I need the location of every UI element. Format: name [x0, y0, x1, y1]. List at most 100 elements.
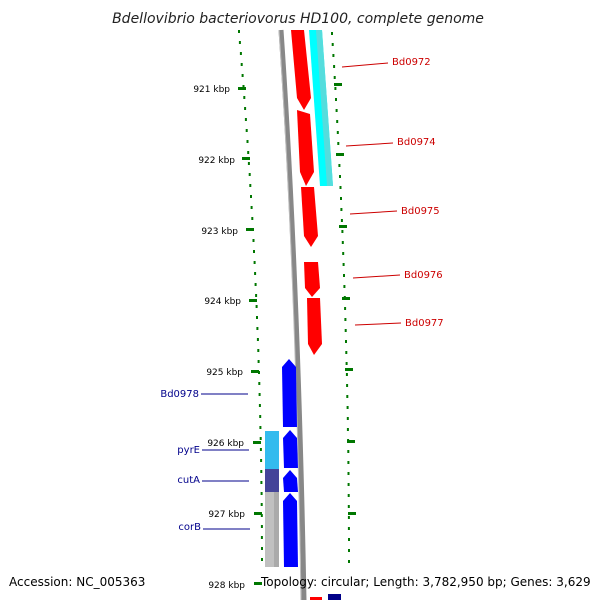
ruler-dot — [254, 272, 257, 275]
forward-gene-labels: Bd0972 Bd0974 Bd0975 Bd0976 Bd0977 — [341, 57, 444, 329]
genome-backbone — [278, 29, 307, 600]
ruler-dot — [260, 492, 263, 495]
forward-cds-arrow — [301, 187, 318, 247]
reverse-cds-arrow — [283, 493, 298, 567]
ruler-dot — [249, 184, 252, 187]
ruler-dot — [250, 195, 252, 198]
ruler-dot — [342, 263, 345, 266]
ruler-dot — [261, 547, 263, 550]
ruler-dot — [246, 140, 249, 143]
ruler-dot — [259, 426, 262, 429]
gene-label[interactable]: corB — [178, 522, 201, 533]
ruler-dot — [344, 307, 347, 310]
accession-text: Accession: NC_005363 — [9, 575, 146, 589]
ruler-dot — [245, 129, 248, 132]
ruler-dot — [348, 538, 350, 541]
ruler-dot — [260, 459, 263, 462]
tick-mark — [253, 441, 261, 444]
tick-mark — [348, 512, 356, 515]
ruler-dot — [345, 362, 348, 365]
ruler-dot — [339, 175, 341, 178]
ruler-dot — [337, 142, 340, 145]
ruler-dot — [259, 448, 262, 451]
ruler-dot — [238, 41, 241, 44]
tick-mark — [342, 297, 350, 300]
ruler-dot — [347, 505, 350, 508]
ruler-dot — [254, 283, 257, 286]
ruler-dot — [331, 32, 333, 35]
gene-label[interactable]: pyrE — [177, 445, 200, 456]
forward-cds-arrow — [310, 597, 322, 600]
gene-label[interactable]: Bd0975 — [401, 206, 440, 217]
ruler-dot — [259, 415, 262, 418]
ruler-dot — [336, 120, 339, 123]
ruler-dot — [347, 450, 350, 453]
ruler-dot — [344, 329, 347, 332]
ruler-dot — [256, 327, 259, 330]
reverse-feature-track — [265, 431, 279, 567]
reverse-cds-arrow — [283, 470, 298, 492]
ruler-dot — [252, 239, 255, 242]
ruler-dot — [335, 109, 338, 112]
ruler-dot — [260, 514, 263, 517]
ruler-dot — [345, 340, 347, 343]
gene-label[interactable]: Bd0972 — [392, 57, 431, 68]
ruler-dot — [256, 338, 259, 341]
tick-mark — [246, 228, 254, 231]
ruler-dot — [247, 162, 250, 165]
ruler-dot — [260, 536, 263, 539]
map-title: Bdellovibrio bacteriovorus HD100, comple… — [112, 11, 484, 27]
ruler-dot — [346, 428, 349, 431]
outer-ruler-ticks — [334, 83, 356, 515]
ruler-dot — [244, 118, 247, 121]
kbp-ticks: 921 kbp 922 kbp 923 kbp 924 kbp 925 kbp … — [193, 85, 262, 591]
ruler-dot — [345, 373, 348, 376]
tick-label: 922 kbp — [198, 156, 235, 166]
topology-text: Topology: circular; Length: 3,782,950 bp… — [261, 575, 591, 589]
ruler-dot — [343, 285, 346, 288]
ruler-dot — [345, 351, 348, 354]
ruler-dot — [348, 549, 350, 552]
ruler-dot — [260, 470, 263, 473]
ruler-dot — [347, 516, 350, 519]
tick-label: 925 kbp — [206, 368, 243, 378]
gene-label[interactable]: Bd0976 — [404, 270, 443, 281]
reverse-cds-arrow — [328, 594, 341, 600]
ruler-dot — [250, 206, 253, 209]
label-leader-line — [349, 210, 398, 215]
ruler-dot — [238, 30, 240, 33]
ruler-dot — [258, 404, 261, 407]
gene-label[interactable]: Bd0978 — [160, 389, 199, 400]
tick-mark — [238, 87, 246, 90]
ruler-dot — [343, 274, 345, 277]
ruler-dot — [243, 96, 246, 99]
ruler-dot — [347, 483, 350, 486]
ruler-dot — [248, 173, 251, 176]
gene-label[interactable]: cutA — [177, 475, 200, 486]
ruler-dot — [342, 252, 345, 255]
ruler-dot — [333, 76, 336, 79]
ruler-dot — [348, 560, 350, 563]
ruler-dot — [239, 52, 242, 55]
ruler-dot — [341, 241, 344, 244]
ruler-dot — [332, 54, 335, 57]
forward-cds-arrow — [304, 262, 320, 297]
ruler-dot — [347, 494, 350, 497]
ruler-dot — [347, 527, 350, 530]
ruler-dot — [247, 151, 250, 154]
ruler-dot — [336, 131, 339, 134]
tick-mark — [334, 83, 342, 86]
reverse-feature-light — [265, 431, 279, 469]
tick-mark — [251, 370, 259, 373]
gene-label[interactable]: Bd0977 — [405, 318, 444, 329]
tick-mark — [242, 157, 250, 160]
gene-label[interactable]: Bd0974 — [397, 137, 436, 148]
tick-label: 924 kbp — [204, 297, 241, 307]
tick-mark — [336, 153, 344, 156]
ruler-dot — [339, 186, 342, 189]
ruler-dot — [340, 219, 343, 222]
forward-cds-arrow — [297, 110, 314, 186]
tick-label: 926 kbp — [207, 439, 244, 449]
reverse-cds-arrow — [283, 430, 298, 468]
tick-label: 921 kbp — [193, 85, 230, 95]
